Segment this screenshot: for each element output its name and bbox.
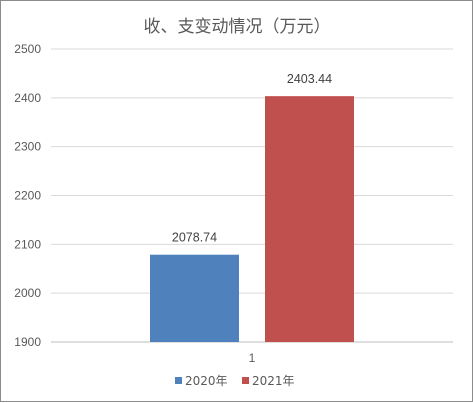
x-axis-ticks: 1	[249, 351, 256, 365]
legend: 2020年 2021年	[175, 374, 295, 388]
x-tick-label: 1	[249, 351, 256, 365]
data-label: 2403.44	[287, 72, 332, 86]
bar	[150, 254, 239, 342]
y-tick-label: 2400	[14, 91, 41, 105]
y-tick-label: 2000	[14, 286, 41, 300]
y-tick-label: 2100	[14, 237, 41, 251]
legend-label: 2021年	[252, 374, 295, 388]
bars	[150, 96, 354, 342]
y-tick-label: 2300	[14, 140, 41, 154]
y-tick-label: 1900	[14, 335, 41, 349]
bar	[265, 96, 354, 342]
chart-title: 收、支变动情况（万元）	[144, 17, 331, 37]
data-label: 2078.74	[172, 231, 217, 245]
y-axis-ticks: 1900 2000 2100 2200 2300 2400 2500	[14, 42, 41, 349]
y-tick-label: 2200	[14, 189, 41, 203]
legend-label: 2020年	[185, 374, 228, 388]
data-labels: 2078.74 2403.44	[172, 72, 332, 245]
legend-swatch	[242, 377, 249, 384]
legend-swatch	[175, 377, 182, 384]
gridlines	[51, 48, 453, 343]
y-tick-label: 2500	[14, 42, 41, 56]
